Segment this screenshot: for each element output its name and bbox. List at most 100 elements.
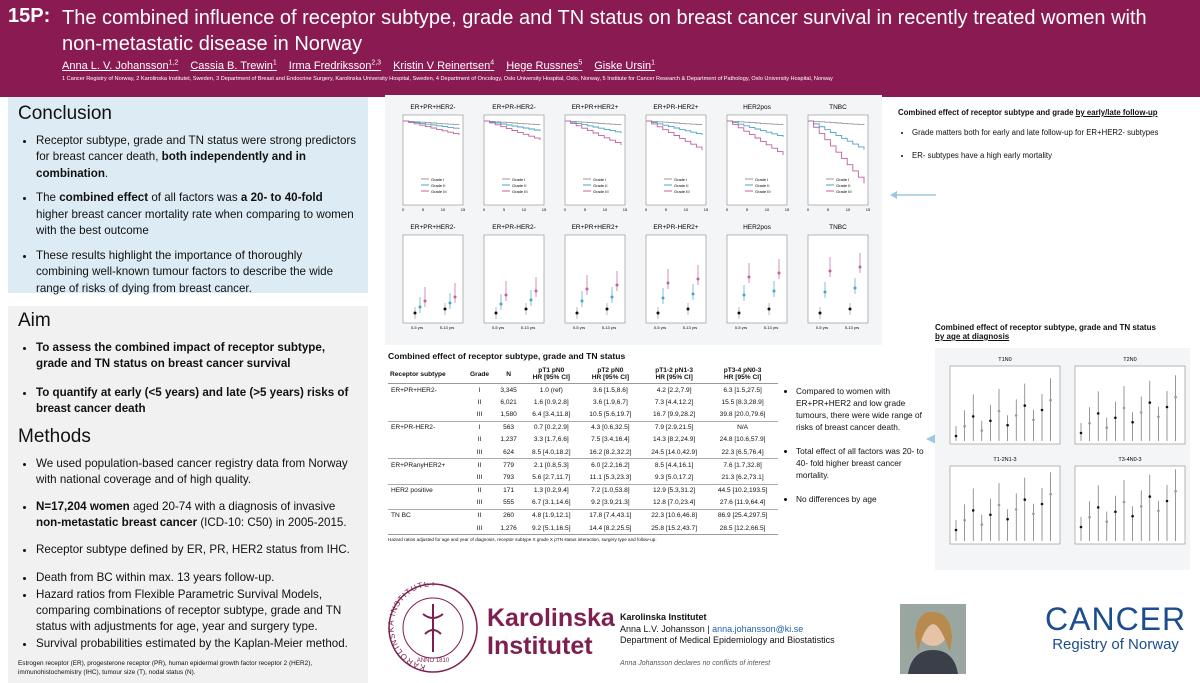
table-cell: 3.3 [1.7,6.6]	[533, 436, 569, 444]
point	[499, 302, 503, 306]
table-cell: ER+PRanyHER2+	[388, 458, 465, 472]
email[interactable]: anna.johansson@ki.se	[712, 623, 804, 634]
panel-title: ER+PR+HER2+	[572, 224, 619, 231]
x-tick-label: 5-13 yrs	[764, 325, 778, 330]
x-tick-label: 5-13 yrs	[683, 325, 697, 330]
x-tick-label: 15	[542, 207, 547, 212]
bullet: Hazard ratios from Flexible Parametric S…	[36, 587, 358, 636]
x-tick-label: 0	[807, 207, 810, 212]
table-cell: I	[464, 420, 495, 434]
text: by early/late follow-up	[1075, 108, 1158, 117]
plot-frame	[726, 234, 788, 324]
footer: KAROLINSKA INSTITUTET ANNO 1810 Karolins…	[385, 580, 1190, 675]
point	[737, 311, 741, 315]
point	[954, 434, 958, 438]
panel-title: ER+PR+HER2+	[572, 104, 619, 111]
table-cell: 1,580	[500, 410, 517, 418]
text: a 20- to 40-fold	[240, 191, 323, 205]
point	[615, 283, 619, 287]
panel-title: ER+PR+HER2-	[410, 224, 455, 231]
table-cell	[388, 471, 465, 484]
table-cell: III	[476, 448, 483, 456]
author-name: Cassia B. Trewin	[190, 59, 273, 72]
bullet: To assess the combined impact of recepto…	[36, 340, 358, 373]
bullet: No differences by age	[796, 493, 924, 505]
legend-label: Grade II	[593, 183, 607, 188]
bullet: Grade matters both for early and late fo…	[912, 127, 1188, 138]
panel-title: T2N0	[1123, 357, 1136, 363]
text: (ICD-10: C50) in 2005-2015.	[197, 516, 347, 530]
x-tick-label: 15	[704, 207, 709, 212]
plot-frame	[1074, 365, 1186, 445]
table-cell: 44.5 [10.2,193.5]	[707, 483, 778, 497]
table-cell: 9.3 [5.0,17.2]	[654, 473, 694, 481]
table-cell: I	[464, 383, 495, 397]
table-cell: 7.5 [3.4,16.4]	[591, 436, 630, 444]
point	[696, 277, 700, 281]
table-cell: 563	[494, 420, 523, 434]
x-tick-label: 15	[866, 207, 871, 212]
point	[1148, 495, 1152, 498]
point	[1032, 512, 1035, 516]
table-cell: III	[476, 524, 483, 532]
table-cell: 3.6 [1.5,8.6]	[579, 383, 642, 397]
point	[777, 271, 781, 275]
table-cell: 6.7 [3.1,14.6]	[532, 499, 571, 507]
point	[997, 409, 1001, 413]
point	[971, 415, 975, 418]
header: 15P: The combined influence of receptor …	[0, 0, 1200, 97]
age-heading: Combined effect of receptor subtype, gra…	[935, 323, 1190, 341]
point	[1023, 498, 1027, 501]
table-cell: 4.2 [2.2,7.9]	[641, 383, 708, 397]
contact-line: Anna L.V. Johansson | anna.johansson@ki.…	[620, 624, 835, 636]
panel-title: HER2pos	[743, 224, 772, 231]
author-name: Giske Ursin	[594, 59, 652, 72]
point	[585, 287, 589, 291]
point	[1079, 525, 1083, 529]
table-cell: 17.8 [7.4,43.1]	[579, 508, 642, 523]
table-cell	[388, 497, 465, 510]
point	[980, 429, 984, 432]
point	[686, 307, 690, 311]
point	[1165, 405, 1169, 409]
ki-logo-text: Institutet	[487, 632, 593, 660]
panel-title: TNBC	[829, 104, 847, 111]
x-tick-label: 5	[665, 207, 668, 212]
point	[971, 509, 975, 512]
legend-label: Grade III	[512, 189, 528, 194]
table-cell: 1.6 [0.9,2.8]	[533, 398, 569, 406]
x-tick-label: 5-13 yrs	[845, 325, 859, 330]
x-tick-label: 0-5 yrs	[816, 325, 828, 330]
point	[1139, 411, 1143, 414]
point	[1139, 505, 1143, 508]
panel-title: HER2pos	[743, 104, 772, 111]
bullet: To quantify at early (<5 years) and late…	[36, 385, 358, 418]
point	[963, 424, 966, 428]
point	[954, 528, 958, 532]
table-cell: 7.6 [1.7,32.8]	[707, 458, 778, 472]
text: by age at diagnosis	[935, 332, 1010, 341]
column-header: pT1 pN0 HR [95% CI]	[522, 365, 580, 384]
table-cell: TN BC	[388, 508, 465, 523]
bullet: We used population-based cancer registry…	[36, 456, 358, 489]
author: Cassia B. Trewin1	[190, 59, 276, 72]
table-cell: 779	[494, 458, 523, 472]
point	[818, 311, 822, 315]
plot-frame	[645, 114, 707, 206]
heading: Aim	[18, 310, 51, 331]
point	[661, 296, 665, 300]
text: The	[36, 191, 60, 205]
point	[1096, 506, 1100, 509]
table-cell: II	[464, 483, 495, 497]
km-curve	[565, 120, 622, 133]
table-cell: 7.9 [2.9,21.5]	[641, 420, 708, 434]
table-cell: 28.5 [12.2,66.5]	[719, 524, 766, 532]
table-cell: 15.5 [8.3,28.9]	[721, 398, 764, 406]
point	[989, 419, 992, 423]
table-cell: 6.3 [1.5,27.5]	[707, 383, 778, 397]
author-aff: 4	[490, 59, 495, 66]
table-cell	[388, 408, 465, 421]
x-tick-label: 0-5 yrs	[492, 325, 504, 330]
panel-title: T1N0	[998, 357, 1011, 363]
point	[691, 292, 695, 296]
